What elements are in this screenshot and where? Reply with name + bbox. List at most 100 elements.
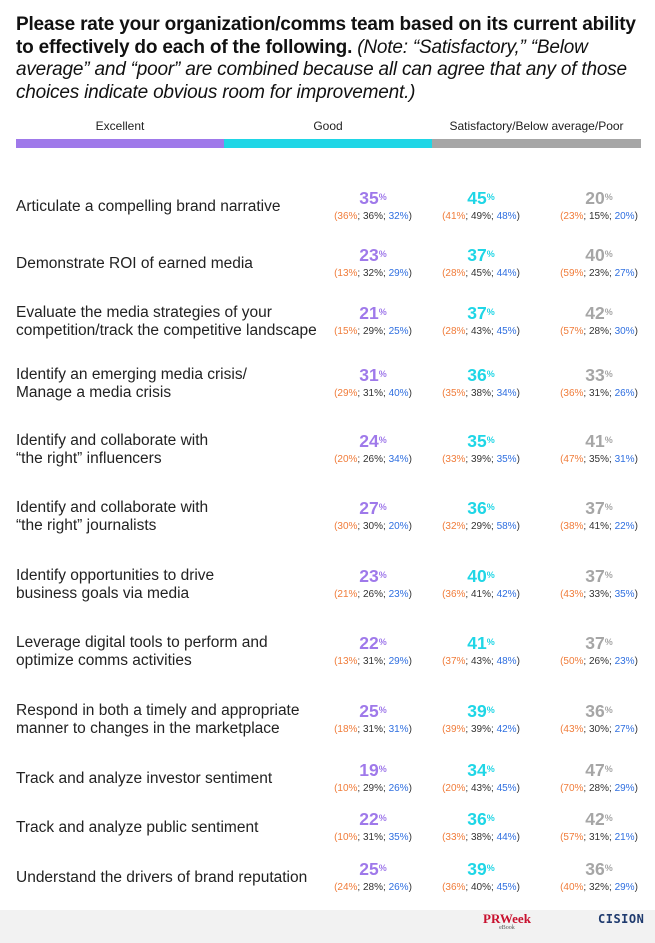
percent-value: 45%: [467, 189, 494, 207]
percent-sign: %: [378, 502, 387, 512]
legend-excellent-bar: [16, 139, 224, 148]
percent-number: 37: [467, 303, 487, 323]
sub-value-second: 40%: [470, 882, 491, 893]
sub-value-third: 45%: [496, 882, 517, 893]
percent-sign: %: [378, 192, 387, 202]
sub-value-third: 22%: [614, 521, 635, 532]
sub-breakdown: (36%; 41%; 42%): [442, 589, 520, 600]
percent-sign: %: [604, 705, 613, 715]
sub-breakdown: (13%; 31%; 29%): [334, 656, 412, 667]
percent-value: 36%: [467, 499, 494, 517]
sub-value-third: 29%: [614, 783, 635, 794]
sub-value-first: (70%: [560, 783, 584, 794]
sub-value-second: 38%: [470, 832, 491, 843]
cell-excellent: 22% (10%; 31%; 35%): [318, 810, 428, 844]
sub-value-first: (50%: [560, 656, 584, 667]
sub-value-third: 32%: [388, 211, 409, 222]
percent-value: 42%: [585, 304, 612, 322]
percent-value: 23%: [359, 246, 386, 264]
cell-satisfactory: 37% (38%; 41%; 22%): [544, 499, 654, 533]
cell-good: 45% (41%; 49%; 48%): [426, 189, 536, 223]
row-label-line: Manage a media crisis: [16, 384, 172, 401]
sub-value-second: 36%: [362, 211, 383, 222]
cell-good: 35% (33%; 39%; 35%): [426, 432, 536, 466]
cell-excellent: 22% (13%; 31%; 29%): [318, 634, 428, 668]
percent-value: 21%: [359, 304, 386, 322]
cell-satisfactory: 47% (70%; 28%; 29%): [544, 761, 654, 795]
percent-sign: %: [486, 502, 495, 512]
cell-excellent: 25% (24%; 28%; 26%): [318, 860, 428, 894]
sub-value-third: 29%: [388, 268, 409, 279]
sub-value-first: (43%: [560, 589, 584, 600]
cell-good: 39% (39%; 39%; 42%): [426, 702, 536, 736]
percent-value: 37%: [467, 304, 494, 322]
percent-number: 39: [467, 701, 487, 721]
sub-value-first: (39%: [442, 724, 466, 735]
sub-value-first: (36%: [334, 211, 358, 222]
sub-value-third: 26%: [388, 882, 409, 893]
cell-good: 37% (28%; 43%; 45%): [426, 304, 536, 338]
sub-value-second: 28%: [588, 783, 609, 794]
percent-sign: %: [604, 637, 613, 647]
percent-sign: %: [604, 307, 613, 317]
sub-value-third: 31%: [388, 724, 409, 735]
cell-satisfactory: 42% (57%; 31%; 21%): [544, 810, 654, 844]
legend-satisfactory-bar: [432, 139, 641, 148]
sub-value-second: 39%: [470, 454, 491, 465]
sub-breakdown: (57%; 31%; 21%): [560, 832, 638, 843]
sub-value-first: (41%: [442, 211, 466, 222]
sub-value-second: 38%: [470, 388, 491, 399]
sub-breakdown: (47%; 35%; 31%): [560, 454, 638, 465]
sub-value-second: 30%: [362, 521, 383, 532]
sub-breakdown: (70%; 28%; 29%): [560, 783, 638, 794]
row-label: Leverage digital tools to perform and opt…: [16, 634, 336, 670]
percent-number: 36: [467, 809, 487, 829]
sub-value-third: 21%: [614, 832, 635, 843]
sub-value-second: 31%: [588, 832, 609, 843]
sub-value-first: (30%: [334, 521, 358, 532]
sub-value-first: (24%: [334, 882, 358, 893]
cell-excellent: 25% (18%; 31%; 31%): [318, 702, 428, 736]
percent-number: 39: [467, 859, 487, 879]
cell-excellent: 21% (15%; 29%; 25%): [318, 304, 428, 338]
percent-value: 23%: [359, 567, 386, 585]
sub-value-first: (40%: [560, 882, 584, 893]
percent-number: 40: [585, 245, 605, 265]
sub-value-third: 23%: [614, 656, 635, 667]
percent-value: 40%: [467, 567, 494, 585]
cell-satisfactory: 33% (36%; 31%; 26%): [544, 366, 654, 400]
percent-sign: %: [378, 813, 387, 823]
sub-value-second: 31%: [588, 388, 609, 399]
sub-breakdown: (10%; 29%; 26%): [334, 783, 412, 794]
sub-breakdown: (41%; 49%; 48%): [442, 211, 520, 222]
percent-sign: %: [604, 764, 613, 774]
percent-sign: %: [378, 249, 387, 259]
sub-value-first: (47%: [560, 454, 584, 465]
row-label: Track and analyze investor sentiment: [16, 770, 336, 788]
sub-breakdown: (40%; 32%; 29%): [560, 882, 638, 893]
percent-sign: %: [378, 570, 387, 580]
sub-breakdown: (28%; 45%; 44%): [442, 268, 520, 279]
percent-value: 37%: [585, 567, 612, 585]
cell-excellent: 27% (30%; 30%; 20%): [318, 499, 428, 533]
sub-value-third: 35%: [614, 589, 635, 600]
sub-value-second: 32%: [588, 882, 609, 893]
sub-value-third: 44%: [496, 832, 517, 843]
row-label: Track and analyze public sentiment: [16, 819, 336, 837]
sub-value-second: 35%: [588, 454, 609, 465]
cell-satisfactory: 40% (59%; 23%; 27%): [544, 246, 654, 280]
sub-value-second: 29%: [362, 326, 383, 337]
sub-value-third: 27%: [614, 268, 635, 279]
sub-value-second: 45%: [470, 268, 491, 279]
percent-number: 34: [467, 760, 487, 780]
sub-breakdown: (18%; 31%; 31%): [334, 724, 412, 735]
percent-number: 24: [359, 431, 379, 451]
percent-sign: %: [378, 435, 387, 445]
sub-value-first: (36%: [560, 388, 584, 399]
percent-number: 36: [585, 859, 605, 879]
percent-value: 39%: [467, 860, 494, 878]
percent-number: 33: [585, 365, 605, 385]
percent-number: 42: [585, 303, 605, 323]
percent-sign: %: [604, 502, 613, 512]
sub-value-first: (59%: [560, 268, 584, 279]
